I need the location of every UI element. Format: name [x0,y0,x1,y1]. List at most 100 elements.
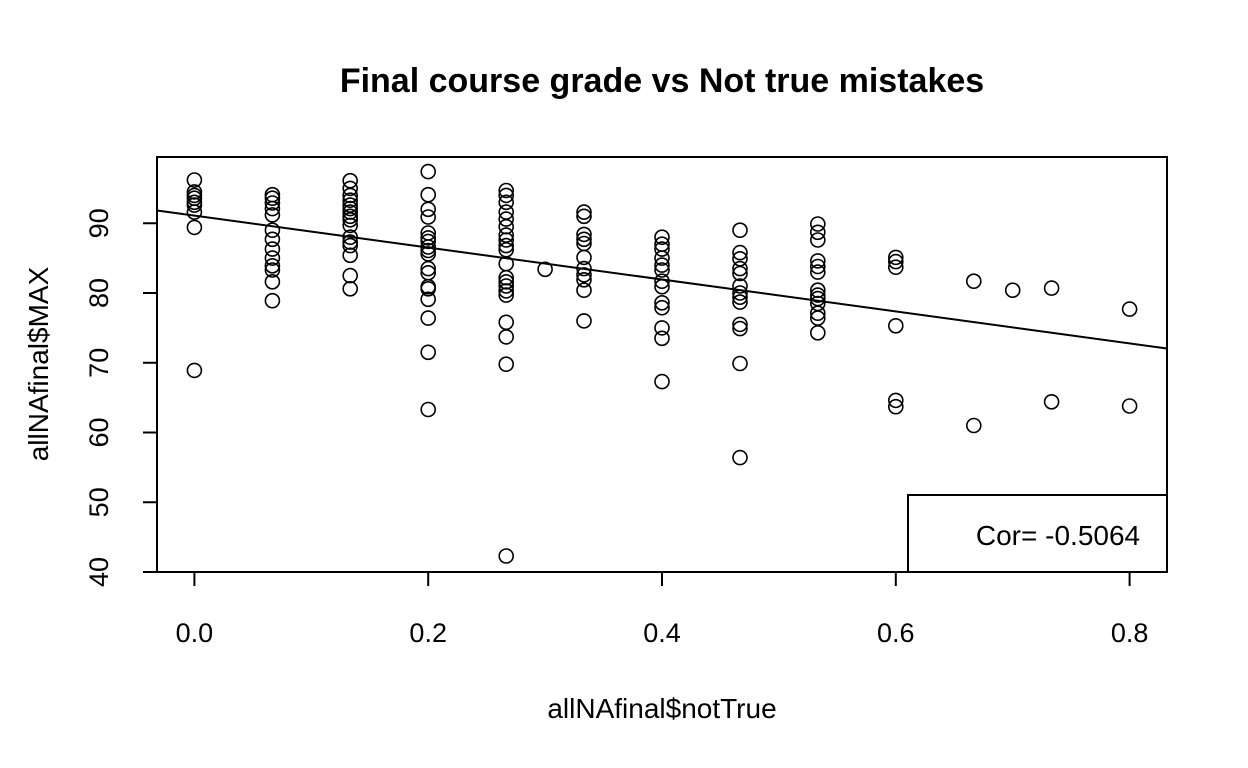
data-point [732,294,748,310]
x-tick-label: 0.2 [409,618,447,648]
data-point [264,222,281,238]
data-point [965,417,982,434]
data-point [576,313,592,329]
data-point [420,209,437,225]
y-axis-label: allNAfinal$MAX [23,266,54,461]
data-point [420,310,437,326]
data-point [654,373,670,390]
data-point [420,291,437,308]
data-point [498,269,515,286]
data-point [654,330,670,347]
data-point [420,260,437,277]
data-point [732,316,748,333]
data-point [732,285,748,301]
data-point [342,200,359,217]
data-point [887,253,904,270]
data-point [264,200,281,217]
y-tick-label: 90 [84,208,114,238]
data-point [809,305,826,322]
data-point [498,278,515,294]
data-point [1121,398,1138,414]
data-point [420,344,437,361]
data-point [342,234,359,250]
data-point [264,207,281,223]
data-point [732,449,748,466]
data-point [264,186,281,203]
data-point [342,180,359,197]
data-point [498,237,515,254]
data-point [1121,301,1138,317]
data-point [887,398,904,415]
x-tick-label: 0.0 [176,618,214,648]
data-point [654,262,670,278]
data-point [654,294,670,311]
data-point [186,197,203,213]
data-point [809,216,826,232]
data-point [498,187,515,204]
data-point [809,258,826,275]
data-point [576,208,592,225]
data-point [809,224,826,241]
data-point [420,186,437,203]
data-point [809,287,826,303]
data-point [264,273,281,290]
data-point [420,163,437,180]
y-tick-label: 60 [84,417,114,447]
data-point [1043,280,1060,296]
y-tick-label: 80 [84,278,114,308]
data-point [420,401,437,418]
data-point [264,262,281,278]
data-point [732,278,748,294]
legend-text: Cor= -0.5064 [976,520,1140,551]
data-point [342,267,359,284]
data-point [342,192,359,208]
data-point [576,282,592,299]
regression-line [156,209,1168,350]
data-point [264,250,281,266]
data-point [654,299,670,316]
data-point [1004,282,1021,299]
data-point [420,201,437,218]
data-point [965,273,982,290]
data-point [732,320,748,337]
data-point [887,249,904,266]
data-point [654,241,670,257]
y-tick-label: 70 [84,348,114,378]
x-tick-label: 0.4 [643,618,681,648]
data-point [186,362,203,379]
data-point [342,212,359,228]
data-point [887,259,904,276]
x-tick-label: 0.8 [1111,618,1149,648]
data-point [498,232,515,248]
data-point [498,211,515,227]
data-point [342,280,359,297]
legend: Cor= -0.5064 [907,494,1168,573]
data-point [342,237,359,254]
data-point [654,320,670,336]
data-point [887,392,904,409]
data-point [264,257,281,274]
data-point [732,265,748,282]
data-point [186,219,203,236]
data-point [420,280,437,297]
y-tick-label: 40 [84,557,114,587]
data-point [1043,393,1060,410]
data-point [809,324,826,341]
data-point [342,208,359,225]
data-point [809,232,826,248]
data-point [264,190,281,206]
data-point [186,204,203,220]
legend-box [907,494,1168,573]
data-point [264,231,281,248]
data-point [498,314,515,331]
data-point [498,182,515,199]
data-point [887,317,904,334]
data-point [498,194,515,211]
data-point [264,292,281,309]
x-tick-label: 0.6 [877,618,915,648]
y-tick-label: 50 [84,487,114,517]
data-point [186,172,203,188]
data-point [498,287,515,303]
data-point [420,230,437,246]
